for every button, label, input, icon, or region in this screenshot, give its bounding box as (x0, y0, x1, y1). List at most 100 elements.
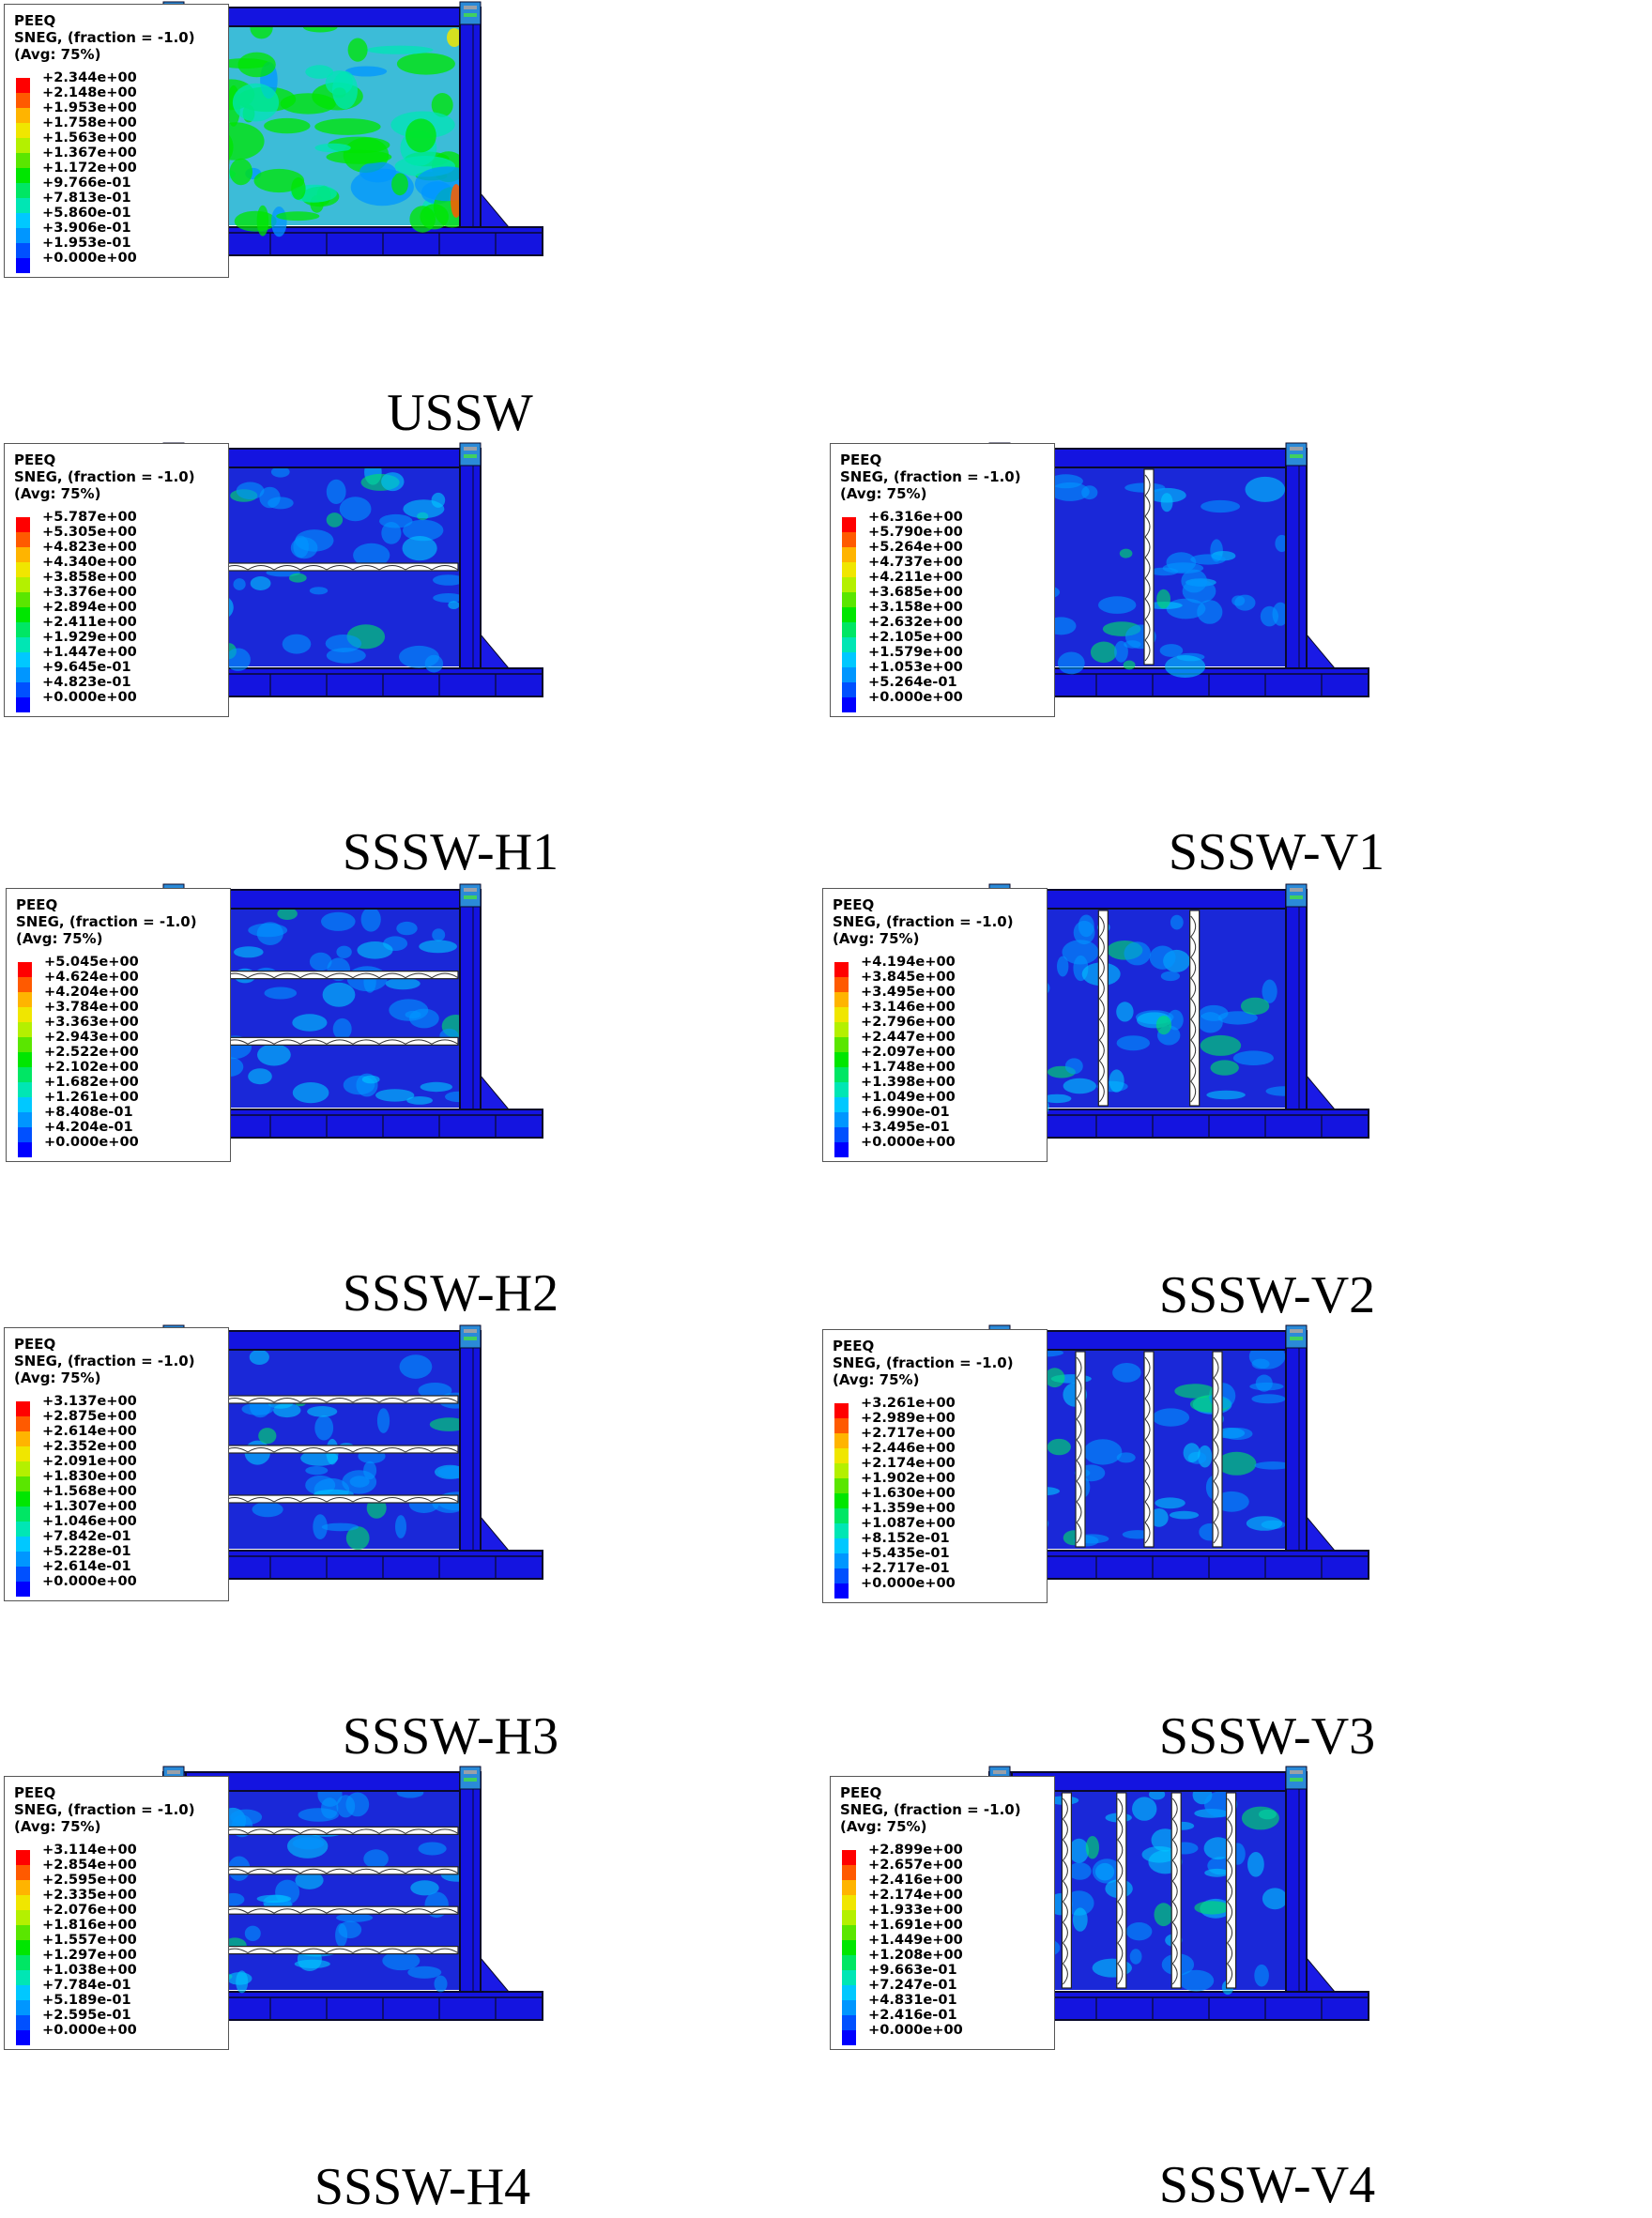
legend-value: +5.305e+00 (42, 524, 137, 540)
legend-swatch (834, 1082, 849, 1097)
base-stiffener (1306, 1074, 1337, 1110)
strain-contour (335, 1923, 348, 1948)
legend-swatch (16, 78, 30, 93)
strain-contour (1240, 997, 1270, 1016)
strain-contour (1155, 1497, 1185, 1509)
legend-swatch (16, 577, 30, 592)
contour-legend: PEEQ SNEG, (fraction = -1.0) (Avg: 75%) … (4, 1776, 229, 2050)
slit-link (326, 1447, 354, 1453)
strain-contour (1262, 979, 1277, 1003)
slit-link (1117, 1839, 1124, 1861)
strain-contour (1149, 567, 1179, 576)
slit-link (273, 972, 301, 979)
strain-contour (252, 1502, 283, 1518)
strain-contour (1132, 1797, 1157, 1821)
slit-link (1190, 936, 1197, 958)
legend-value: +1.038e+00 (42, 1962, 137, 1978)
contour-legend: PEEQ SNEG, (fraction = -1.0) (Avg: 75%) … (6, 888, 231, 1162)
strain-contour (295, 1871, 324, 1889)
strain-contour (1109, 1069, 1124, 1093)
slit-link (1190, 1060, 1197, 1082)
strain-contour (291, 176, 306, 200)
legend-swatch (16, 2000, 30, 2015)
slit-link (1171, 1942, 1178, 1965)
strain-contour (1200, 1034, 1242, 1056)
strain-contour (376, 1408, 390, 1433)
slit-link (1117, 1880, 1124, 1903)
strain-contour (300, 1450, 339, 1466)
legend-value: +1.449e+00 (868, 1932, 963, 1948)
legend-swatch (16, 138, 30, 153)
slit-link (1144, 1439, 1151, 1461)
slit-link (1213, 1439, 1219, 1461)
slit-link (326, 1398, 354, 1403)
strain-contour (1262, 1888, 1288, 1910)
strain-contour (395, 1515, 406, 1538)
legend-value: +0.000e+00 (42, 2022, 137, 2038)
legend-swatch (18, 1097, 32, 1112)
strain-contour (1156, 589, 1170, 609)
legend-value: +1.398e+00 (861, 1074, 956, 1090)
strain-contour (1166, 552, 1197, 573)
column-cap-plate (1290, 1329, 1303, 1333)
slit-link (326, 1908, 354, 1914)
legend-averaging: (Avg: 75%) (840, 1818, 927, 1835)
strain-contour (405, 118, 436, 153)
strain-contour (321, 911, 356, 931)
strain-contour (1072, 1907, 1088, 1932)
color-bar (16, 1401, 30, 1597)
legend-values: +3.261e+00 +2.989e+00 +2.717e+00 +2.446e… (861, 1396, 1037, 1591)
legend-swatch (834, 1553, 849, 1568)
slit-link (1098, 1018, 1105, 1041)
legend-value: +1.172e+00 (42, 160, 137, 176)
strain-contour (357, 941, 393, 959)
slit-link (431, 1828, 459, 1834)
legend-value: +3.158e+00 (868, 599, 963, 615)
strain-contour (292, 1014, 328, 1032)
legend-value: +1.630e+00 (861, 1485, 956, 1501)
legend-value: +0.000e+00 (861, 1575, 956, 1591)
column-cap-plate (464, 1778, 477, 1782)
strain-contour (1129, 1949, 1142, 1965)
slit-link (405, 565, 433, 571)
infill-plate (1012, 1791, 1286, 1990)
strain-contour (1241, 1806, 1279, 1830)
legend-swatch (834, 1568, 849, 1583)
slit-link (352, 565, 380, 571)
strain-contour (359, 161, 397, 183)
legend-swatch (16, 637, 30, 652)
strain-contour (429, 1417, 468, 1431)
legend-swatch (834, 1097, 849, 1112)
strain-contour (1194, 1901, 1231, 1915)
strain-contour (431, 93, 453, 117)
slit (1061, 1792, 1072, 1989)
legend-value: +3.114e+00 (42, 1842, 137, 1858)
legend-swatch (18, 962, 32, 977)
slit-link (1227, 1921, 1233, 1944)
slit (1189, 910, 1201, 1107)
legend-value: +2.595e+00 (42, 1872, 137, 1888)
legend-averaging: (Avg: 75%) (833, 930, 920, 947)
strain-contour (232, 83, 280, 122)
slit-link (1144, 1377, 1151, 1400)
slit-link (1171, 1880, 1178, 1903)
legend-value: +2.717e+00 (861, 1425, 956, 1441)
legend-value: +1.087e+00 (861, 1515, 956, 1531)
legend-swatch (16, 1925, 30, 1940)
column-cap-plate (464, 1337, 477, 1340)
legend-value: +5.045e+00 (44, 954, 139, 970)
model-caption: USSW (387, 384, 533, 442)
legend-section: SNEG, (fraction = -1.0) (14, 29, 195, 46)
right-column (1285, 1330, 1308, 1552)
legend-swatch (842, 667, 856, 682)
color-bar (16, 517, 30, 712)
slit-link (1063, 1859, 1068, 1882)
contour-legend: PEEQ SNEG, (fraction = -1.0) (Avg: 75%) … (822, 1329, 1048, 1603)
strain-contour (431, 492, 446, 508)
legend-swatch (18, 1067, 32, 1082)
strain-contour (336, 945, 352, 958)
strain-contour (1047, 1438, 1071, 1456)
legend-variable: PEEQ (14, 451, 56, 468)
strain-contour (1201, 499, 1241, 513)
strain-contour (321, 1522, 359, 1532)
